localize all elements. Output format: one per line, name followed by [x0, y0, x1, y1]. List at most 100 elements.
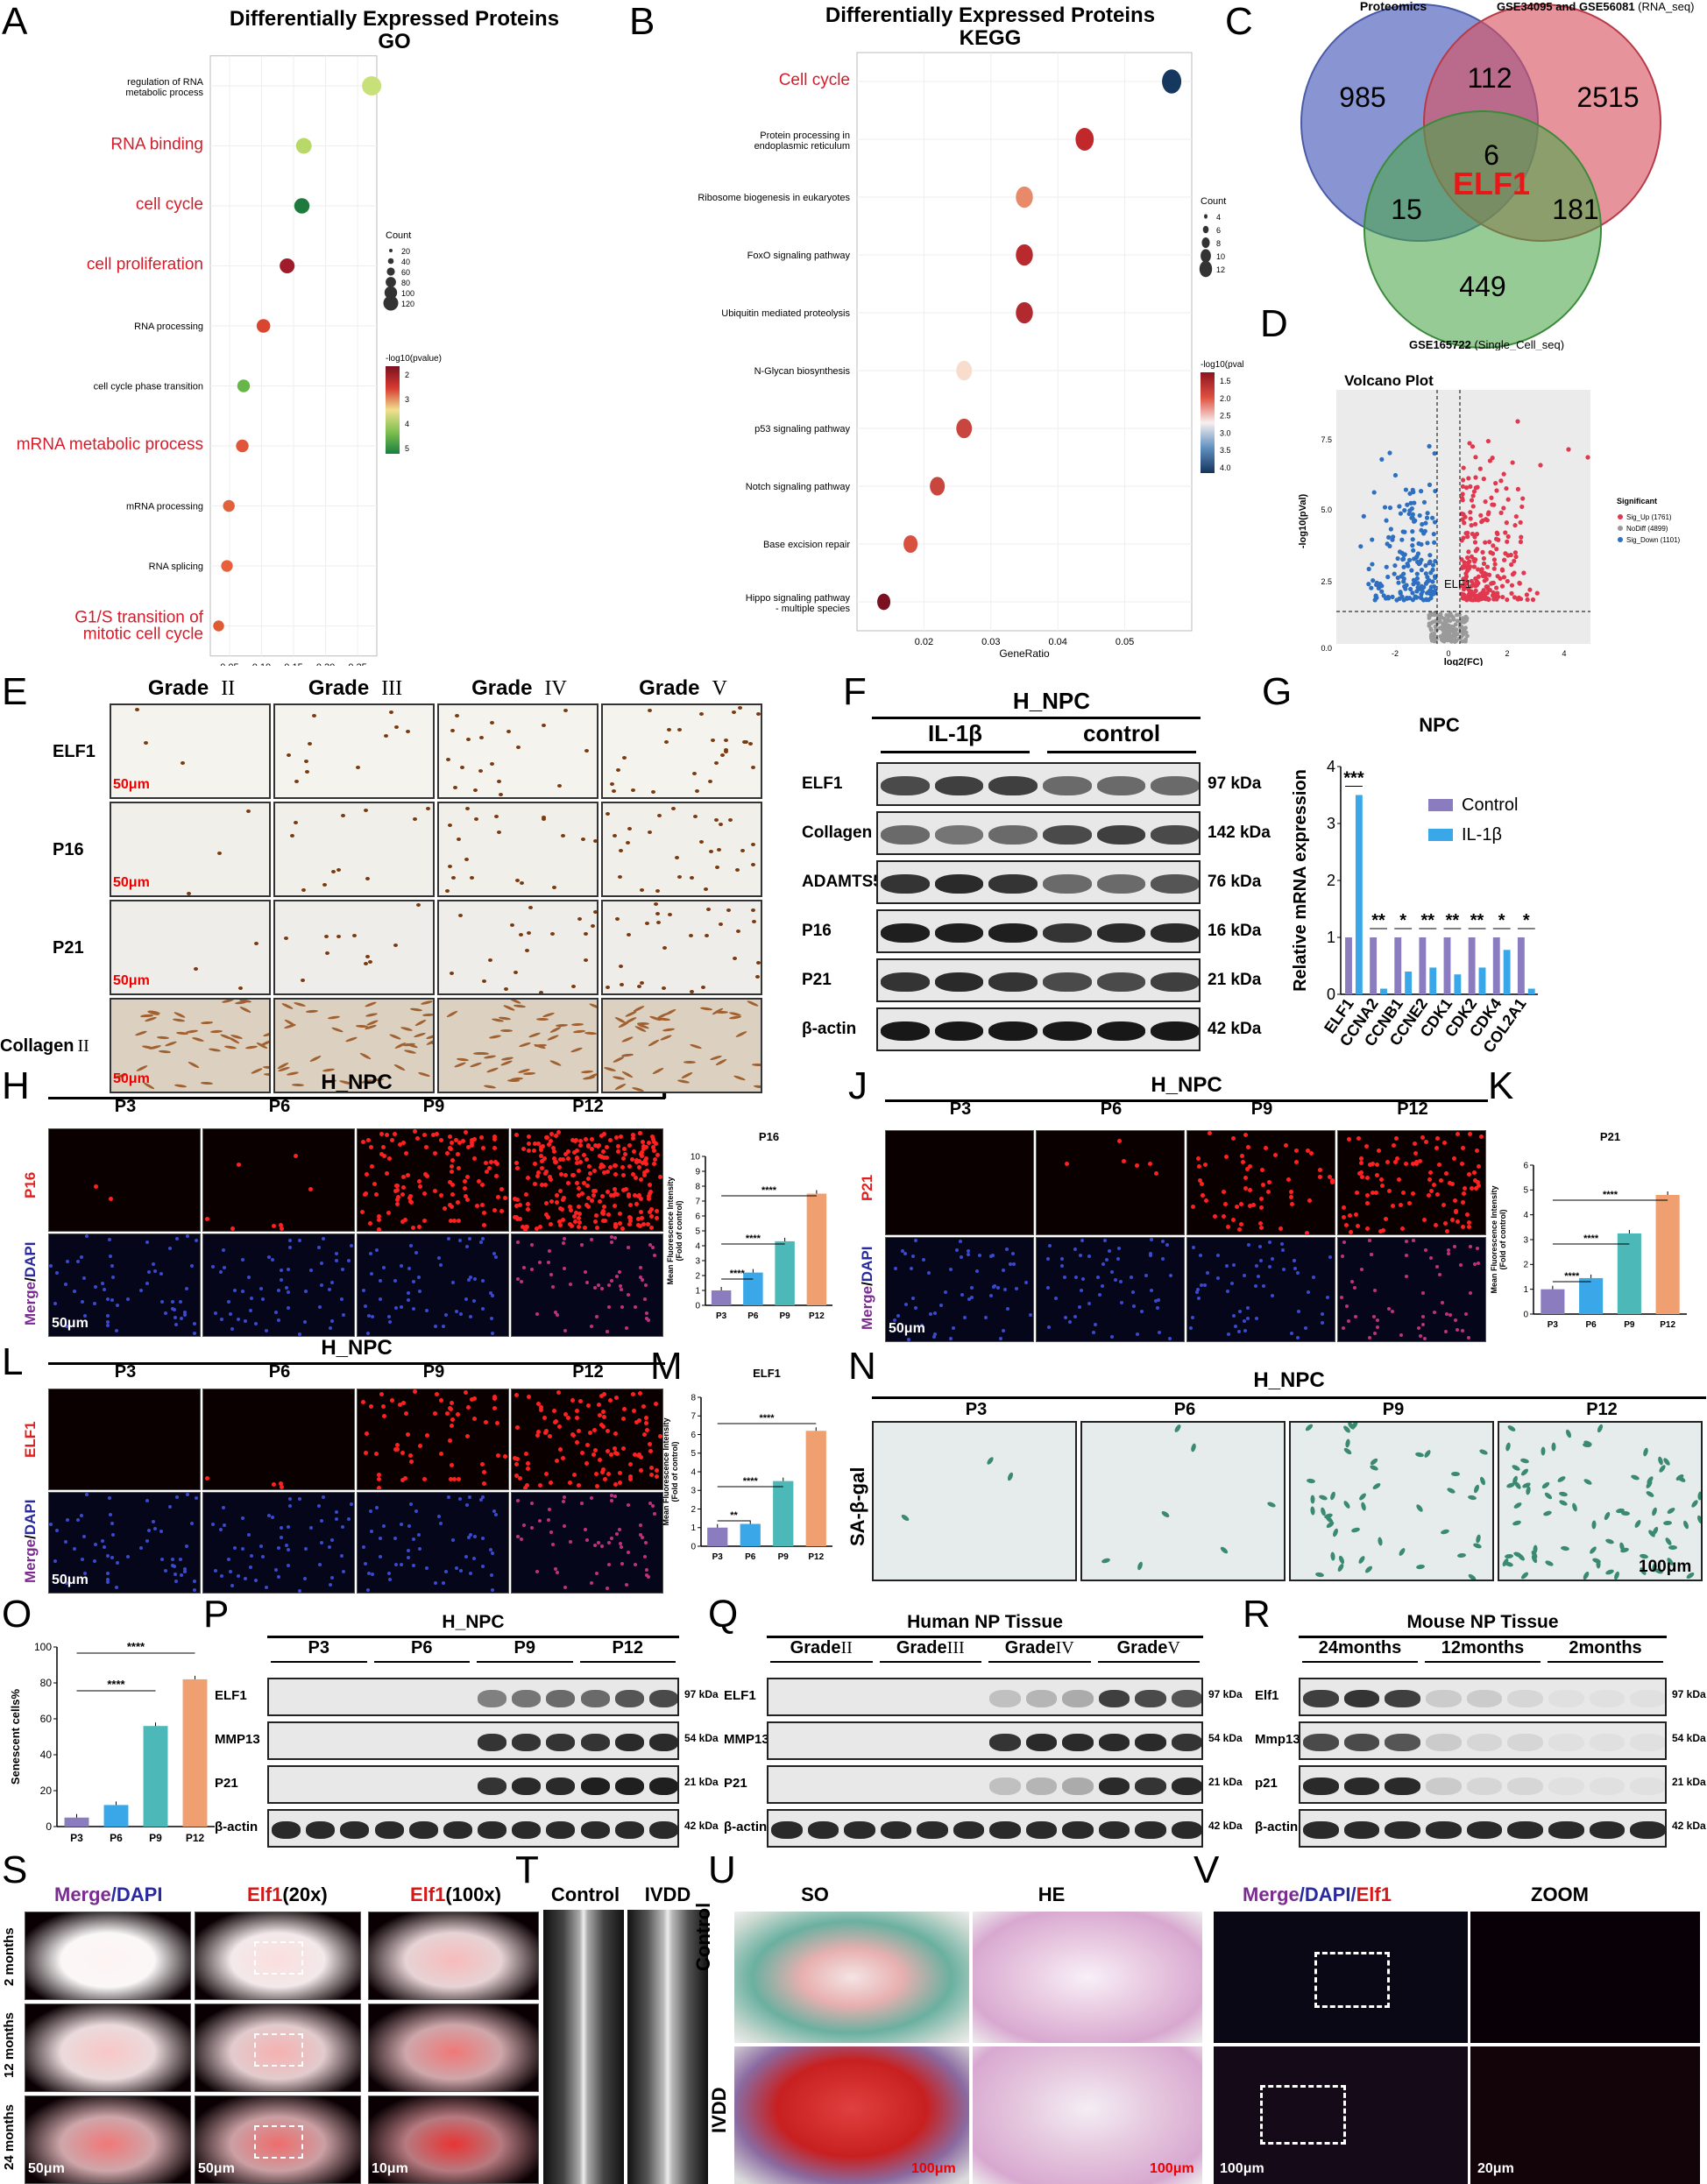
- ihc-cell: [733, 1074, 746, 1082]
- panel-u-scale-so: 100μm: [911, 2161, 956, 2176]
- legend-color-title: -log10(pvalue): [1201, 360, 1244, 370]
- volcano-point: [1509, 590, 1514, 596]
- fluo-cell: [319, 1283, 323, 1287]
- blot-band: [881, 776, 930, 795]
- ihc-cell: [750, 765, 755, 769]
- dot-plot-category-label: Ribosome biogenesis in eukaryotes: [698, 193, 850, 203]
- sabgal-cell: [1662, 1520, 1672, 1526]
- bar-y-tick-label: 20: [40, 1785, 53, 1797]
- fluo-cell: [1453, 1244, 1457, 1248]
- blot-kda-label: 21 kDa: [684, 1776, 719, 1788]
- fluo-cell: [591, 1193, 596, 1198]
- ihc-cell: [415, 903, 421, 908]
- volcano-point: [1468, 510, 1473, 515]
- volcano-point: [1432, 450, 1437, 456]
- fluo-cell: [633, 1452, 638, 1457]
- fluo-cell: [393, 1278, 398, 1283]
- ihc-cell: [281, 1001, 294, 1010]
- volcano-point: [1421, 531, 1427, 536]
- fluo-cell: [1064, 1316, 1068, 1320]
- sabgal-cell: [1558, 1490, 1569, 1497]
- bar: [1478, 967, 1486, 994]
- fluo-cell: [173, 1307, 177, 1311]
- bar-y-tick-label: 5: [1523, 1186, 1528, 1196]
- fluo-cell: [321, 1236, 325, 1240]
- volcano-point: [1427, 590, 1433, 597]
- dot-plot-category-label: N-Glycan biosynthesis: [754, 366, 851, 377]
- fluo-cell: [379, 1278, 383, 1283]
- volcano-point: [1374, 580, 1379, 585]
- blot-band: [1589, 1778, 1626, 1795]
- volcano-point: [1409, 568, 1414, 573]
- fluo-cell: [539, 1154, 544, 1159]
- sabgal-cell: [985, 1455, 995, 1466]
- volcano-point: [1469, 498, 1475, 503]
- fluo-image: [202, 1492, 355, 1594]
- ihc-cell: [648, 1038, 660, 1048]
- ihc-cell: [751, 862, 756, 866]
- grade-numeral: V: [1167, 1638, 1180, 1657]
- fluo-cell: [1045, 1256, 1050, 1261]
- volcano-point: [1491, 543, 1496, 548]
- dot-plot-point: [1162, 69, 1182, 94]
- volcano-point: [1392, 472, 1399, 478]
- fluo-cell: [450, 1463, 455, 1468]
- fluo-cell: [1365, 1226, 1371, 1232]
- blot-group-label: GradeII: [767, 1638, 876, 1658]
- fluo-cell: [1455, 1328, 1459, 1332]
- fluo-cell: [1003, 1288, 1008, 1292]
- blot-row-label: β-actin: [724, 1820, 768, 1834]
- fluo-cell: [1380, 1184, 1385, 1189]
- ihc-cell: [141, 1044, 154, 1050]
- fluo-cell: [1410, 1191, 1415, 1197]
- sig-label: ****: [730, 1269, 746, 1279]
- fluo-cell: [591, 1189, 596, 1194]
- fluo-cell: [1101, 1283, 1105, 1288]
- fluo-cell: [532, 1148, 536, 1153]
- fluo-cell: [495, 1453, 500, 1459]
- fluo-col-label: P9: [422, 1097, 445, 1116]
- blot-band: [1466, 1690, 1503, 1707]
- ihc-cell: [388, 710, 393, 715]
- volcano-point: [1478, 512, 1484, 518]
- volcano-gene-label: ELF1: [1444, 577, 1471, 590]
- fluo-cell: [407, 1266, 411, 1270]
- fluo-cell: [115, 1560, 119, 1565]
- blot-band: [546, 1778, 576, 1795]
- fluo-cell: [361, 1545, 365, 1550]
- bar-y-tick-label: 9: [695, 1167, 700, 1177]
- fluo-cell: [466, 1277, 471, 1282]
- blot-band: [1385, 1690, 1420, 1707]
- fluo-cell: [574, 1439, 579, 1445]
- ihc-cell: [331, 1026, 344, 1034]
- fluo-cell: [1309, 1151, 1314, 1156]
- ihc-cell: [489, 762, 494, 767]
- fluo-cell: [648, 1213, 654, 1219]
- volcano-point: [1505, 578, 1510, 584]
- fluo-cell: [490, 1294, 494, 1298]
- sabgal-cell: [1596, 1423, 1604, 1434]
- fluo-cell: [1199, 1182, 1204, 1187]
- panel-v-merge-top: [1214, 1912, 1468, 2043]
- fluo-cell: [465, 1145, 471, 1150]
- fluo-cell: [84, 1493, 89, 1497]
- fluo-cell: [576, 1224, 581, 1229]
- fluo-cell: [455, 1309, 459, 1313]
- blot-kda-label: 142 kDa: [1208, 823, 1271, 842]
- blot-band: [1151, 874, 1199, 894]
- fluo-cell: [967, 1297, 972, 1301]
- fluo-row-label-top: P16: [22, 1171, 39, 1198]
- fluo-cell: [489, 1290, 493, 1295]
- blot-group-label: 2months: [1569, 1638, 1642, 1657]
- ihc-cell: [216, 851, 222, 855]
- sabgal-cell: [1101, 1557, 1111, 1565]
- fluo-cell: [469, 1533, 472, 1537]
- fluo-cell: [654, 1141, 659, 1147]
- ihc-cell: [592, 839, 597, 844]
- bar-category-label: P6: [110, 1832, 123, 1844]
- blot-kda-label: 97 kDa: [1208, 1688, 1243, 1700]
- fluo-cell: [115, 1586, 119, 1590]
- fluo-cell: [1296, 1335, 1300, 1339]
- fluo-row-label-merge: Merge/DAPI: [859, 1247, 876, 1330]
